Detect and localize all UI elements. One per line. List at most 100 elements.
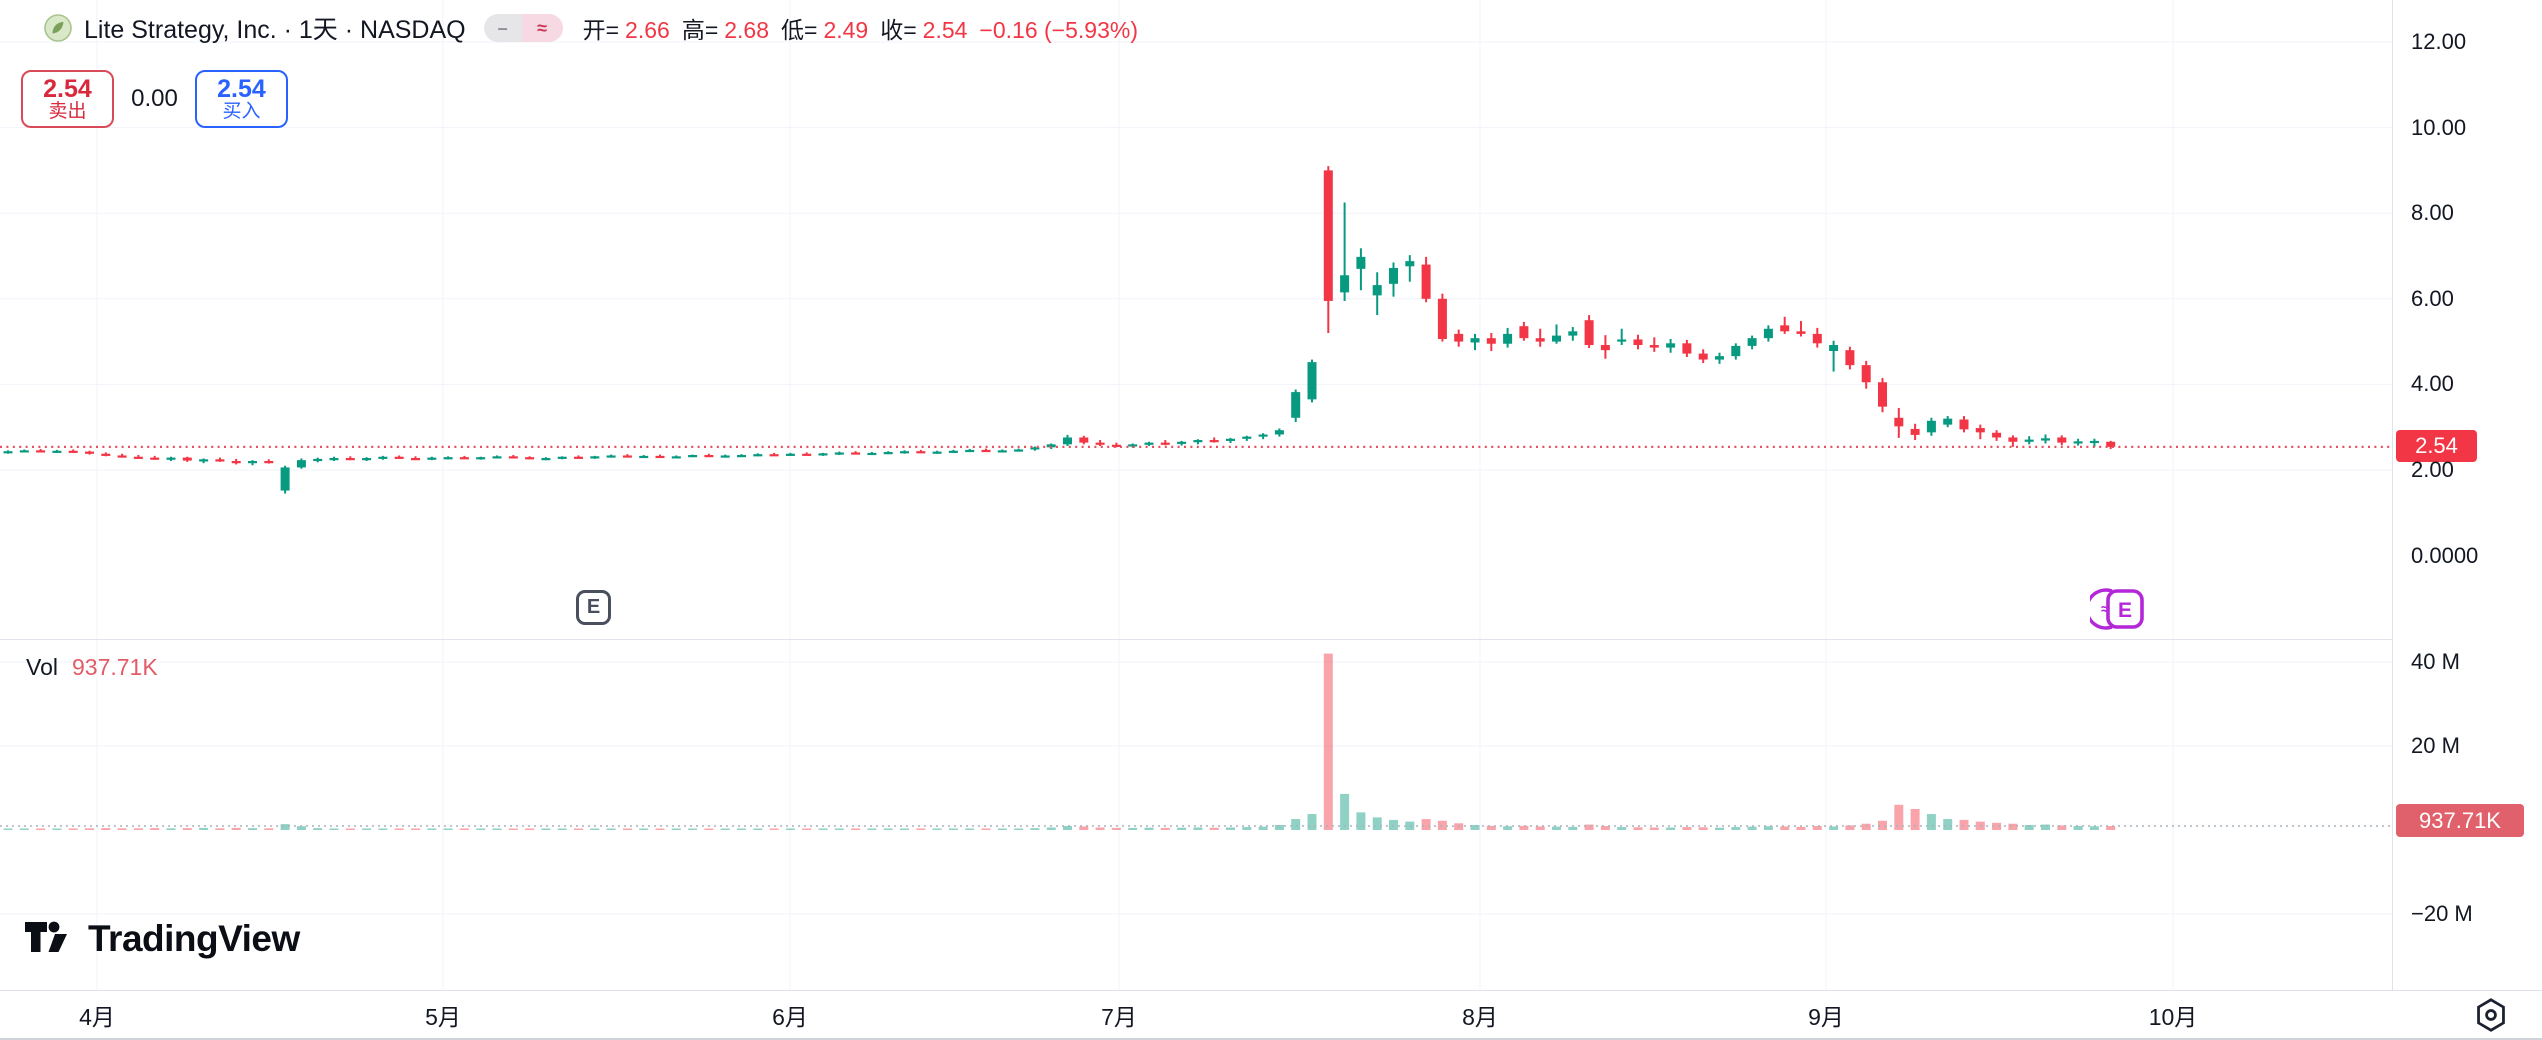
volume-bar — [3, 828, 13, 830]
volume-bar — [818, 828, 828, 830]
tradingview-watermark[interactable]: TradingView — [24, 918, 300, 960]
approx-toggle-icon[interactable]: ≈ — [521, 14, 563, 42]
candle-body — [1209, 440, 1219, 443]
candle-body — [101, 453, 111, 456]
volume-bar — [557, 828, 567, 830]
chart-canvas[interactable] — [0, 0, 2392, 990]
volume-bar — [916, 828, 926, 830]
volume-bar — [753, 828, 763, 830]
candle-body — [2008, 437, 2018, 442]
time-scale[interactable]: 4月 5月 6月 7月 8月 9月 10月 — [0, 990, 2542, 1038]
volume-bar — [1307, 814, 1317, 830]
sell-price: 2.54 — [43, 75, 92, 104]
volume-bar — [52, 828, 62, 830]
candle-body — [1992, 432, 2002, 438]
candle-body — [1649, 345, 1659, 348]
ohlc-item: 收= 2.54 — [880, 17, 968, 43]
volume-bar — [1600, 826, 1610, 830]
candle-body — [541, 458, 551, 461]
volume-bar — [802, 828, 812, 830]
price-axis-label: 2.00 — [2411, 457, 2454, 482]
earnings-marker-icon[interactable]: E — [576, 590, 611, 625]
ohlc-item: 低= 2.49 — [781, 17, 869, 43]
candle-body — [1274, 430, 1284, 435]
hexagon-eye-icon[interactable] — [2474, 997, 2508, 1038]
candle-body — [52, 450, 62, 453]
candle-body — [655, 455, 665, 459]
volume-bar — [1715, 827, 1724, 830]
candle-body — [329, 458, 339, 461]
volume-bar — [231, 827, 241, 830]
volume-bar — [606, 828, 616, 830]
last-volume-tag: 937.71K — [2396, 804, 2524, 837]
candle-body — [427, 457, 437, 460]
candle-body — [1389, 267, 1398, 284]
candle-body — [1372, 285, 1382, 296]
volume-bar — [1323, 653, 1333, 830]
volume-bar — [2073, 826, 2083, 830]
price-scale[interactable]: 2.54 937.71K 12.00 10.00 8.00 6.00 4.00 2.00 0… — [2392, 0, 2542, 990]
candle-body — [1666, 343, 1676, 348]
volume-bar — [1845, 825, 1855, 830]
sell-button[interactable]: 2.54 卖出 — [21, 70, 114, 128]
symbol-title[interactable]: Lite Strategy, Inc. · 1天 · NASDAQ — [84, 16, 466, 44]
volume-bar — [1128, 827, 1138, 830]
volume-bar — [1649, 827, 1659, 830]
volume-bar — [1258, 826, 1268, 830]
volume-bar — [1698, 827, 1708, 830]
candle-body — [1861, 365, 1871, 383]
candle-body — [1698, 353, 1708, 360]
candle-body — [1780, 325, 1790, 332]
month-axis-label: 5月 — [425, 1004, 461, 1030]
price-axis-label: 12.00 — [2411, 29, 2467, 54]
volume-bar — [1144, 827, 1154, 830]
volume-bar — [1030, 828, 1040, 830]
volume-bar — [2106, 826, 2116, 830]
volume-bar — [345, 828, 355, 830]
volume-bar — [264, 828, 274, 830]
volume-bar — [1486, 825, 1496, 830]
volume-bar — [1992, 822, 2002, 830]
price-axis-label: 8.00 — [2411, 200, 2454, 226]
candle-body — [1405, 261, 1415, 267]
candle-body — [1943, 418, 1953, 425]
volume-bar — [2089, 826, 2099, 830]
candle-body — [834, 452, 844, 455]
last-price-tag: 2.54 — [2396, 430, 2477, 462]
candle-body — [459, 457, 469, 460]
svg-text:E: E — [2118, 599, 2132, 622]
ohlc-item: 开= 2.66 — [582, 17, 670, 43]
candle-body — [900, 451, 909, 454]
volume-bar — [150, 828, 160, 830]
candle-body — [182, 457, 192, 461]
buy-button[interactable]: 2.54 买入 — [195, 70, 288, 128]
pane-divider-handle[interactable] — [0, 639, 2542, 640]
volume-bar — [133, 828, 143, 830]
volume-axis-label: 20 M — [2411, 733, 2460, 758]
candle-body — [1747, 338, 1757, 346]
candle-body — [1454, 333, 1464, 342]
svg-text:≈: ≈ — [2101, 601, 2109, 618]
candle-body — [671, 456, 681, 459]
candle-body — [166, 457, 176, 460]
candle-body — [476, 457, 486, 460]
candle-body — [36, 450, 46, 453]
candle-body — [720, 455, 730, 458]
volume-bar — [1666, 827, 1676, 830]
candle-body — [1111, 444, 1121, 447]
ohlc-values: 开= 2.66 高= 2.68 低= 2.49 收= 2.54 −0.16 (−5.93%) — [583, 11, 1144, 45]
volume-bar — [2024, 824, 2034, 830]
volume-bar — [1356, 812, 1366, 830]
volume-bar — [1209, 827, 1219, 830]
volume-bar — [1193, 827, 1203, 830]
candle-body — [2073, 441, 2083, 444]
dash-toggle-icon[interactable]: – — [483, 14, 522, 42]
volume-bar — [1519, 825, 1529, 830]
volume-bar — [639, 828, 649, 830]
candle-body — [916, 451, 926, 454]
candle-body — [1812, 333, 1822, 344]
candle-body — [557, 456, 567, 459]
projected-earnings-marker-icon[interactable]: ≈ E — [2085, 583, 2146, 640]
volume-bar — [1095, 827, 1105, 830]
candle-body — [264, 461, 274, 464]
